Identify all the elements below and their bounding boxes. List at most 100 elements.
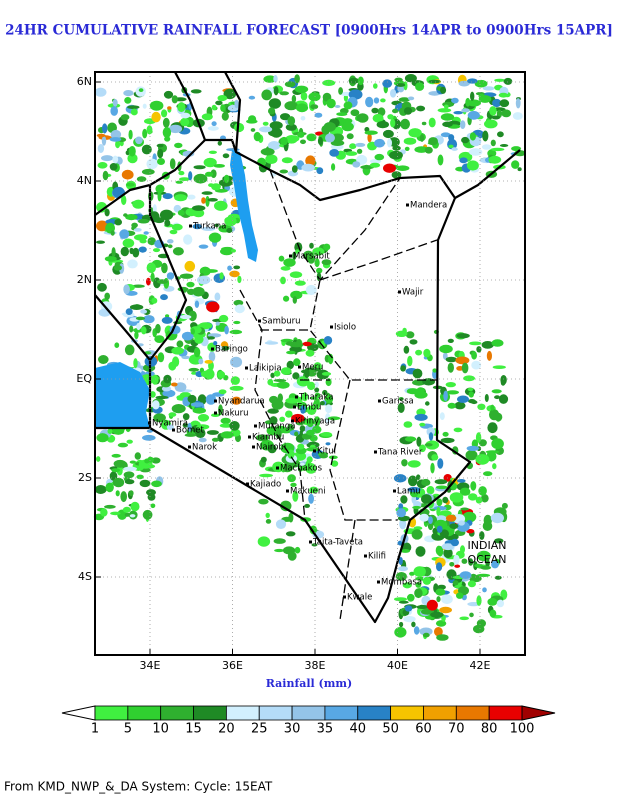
rain-patch (171, 95, 178, 104)
rain-patch (279, 416, 286, 422)
rain-patch (96, 240, 105, 244)
rain-patch (215, 345, 223, 350)
rain-patch (489, 409, 500, 421)
rain-patch (168, 412, 177, 417)
rain-patch (481, 341, 494, 349)
rain-patch (494, 78, 506, 82)
rain-patch (453, 111, 464, 115)
rain-patch (181, 331, 194, 341)
rain-patch (454, 564, 461, 568)
rain-patch (267, 141, 281, 150)
rain-patch (437, 154, 444, 166)
rain-patch (350, 109, 360, 117)
rain-patch (292, 296, 297, 304)
rain-patch (146, 429, 153, 433)
rain-patch (394, 597, 407, 602)
rain-patch (169, 158, 176, 170)
rain-patch (143, 231, 149, 235)
place-label: Isiolo (334, 323, 356, 333)
rain-patch (127, 105, 140, 109)
rain-patch (500, 379, 506, 386)
rain-patch (425, 401, 430, 406)
rain-patch (480, 494, 489, 503)
rain-patch (308, 493, 314, 504)
rain-patch (297, 396, 303, 406)
rain-patch (138, 88, 144, 92)
rain-patch (456, 333, 470, 339)
rain-patch (284, 81, 296, 88)
rain-patch (133, 228, 142, 232)
colorbar-label: 70 (448, 722, 465, 737)
colorbar-box (423, 705, 457, 721)
rain-patch (111, 453, 121, 458)
rain-patch (428, 79, 441, 84)
rain-patch (123, 284, 130, 295)
rain-patch (111, 247, 116, 258)
rain-patch (265, 512, 270, 519)
place-dot (248, 435, 251, 439)
rain-patch (267, 379, 274, 386)
rain-patch (281, 157, 293, 164)
rain-patch (263, 75, 277, 83)
rain-patch (297, 131, 305, 138)
rain-patch (512, 112, 523, 120)
rain-patch (469, 341, 482, 346)
rain-patch (110, 106, 118, 116)
rain-patch (484, 119, 498, 129)
rain-patch (461, 108, 470, 113)
rain-patch (413, 526, 423, 531)
rain-patch (259, 473, 273, 478)
rain-patch (168, 124, 183, 134)
rain-patch (396, 508, 407, 518)
rain-patch (454, 401, 466, 410)
rain-patch (129, 490, 134, 497)
rain-patch (314, 387, 320, 393)
rain-patch (171, 347, 184, 355)
place-dot (330, 325, 333, 329)
rain-patch (416, 474, 421, 481)
rain-patch (117, 442, 128, 448)
place-dot (406, 203, 409, 207)
rain-patch (214, 292, 221, 301)
rain-patch (215, 100, 223, 106)
rain-patch (476, 619, 486, 628)
rain-patch (482, 130, 489, 142)
rain-patch (300, 139, 306, 145)
rain-patch (467, 99, 482, 107)
rain-patch (270, 372, 275, 378)
rain-patch (271, 399, 284, 410)
place-dot (214, 411, 217, 415)
rain-patch (124, 344, 135, 356)
colorbar-label: 40 (349, 722, 366, 737)
place-label: Muranga (258, 422, 295, 432)
rain-patch (107, 428, 113, 434)
rain-patch (102, 170, 109, 181)
place-dot (254, 424, 257, 428)
place-label: Samburu (262, 317, 301, 327)
rain-patch (285, 410, 293, 418)
rain-patch (461, 136, 470, 144)
rain-patch (286, 350, 296, 355)
rain-patch (201, 191, 213, 195)
rain-patch (204, 269, 218, 273)
rain-patch (293, 358, 301, 367)
rain-patch (104, 256, 117, 262)
rain-patch (219, 423, 233, 428)
rain-patch (460, 120, 466, 129)
rain-patch (391, 171, 402, 179)
rain-patch (279, 169, 289, 174)
rain-patch (179, 273, 194, 279)
rain-patch (419, 134, 425, 142)
rain-patch (133, 358, 138, 369)
rain-patch (380, 98, 386, 103)
colorbar-box (390, 705, 424, 721)
rain-patch (437, 584, 446, 590)
rain-patch (297, 443, 305, 450)
rain-patch (478, 93, 485, 99)
rain-patch (449, 562, 455, 567)
place-dot (343, 595, 346, 599)
colorbar-box (357, 705, 392, 721)
rain-patch (329, 149, 340, 157)
rain-patch (465, 450, 478, 461)
rain-patch (431, 454, 439, 461)
